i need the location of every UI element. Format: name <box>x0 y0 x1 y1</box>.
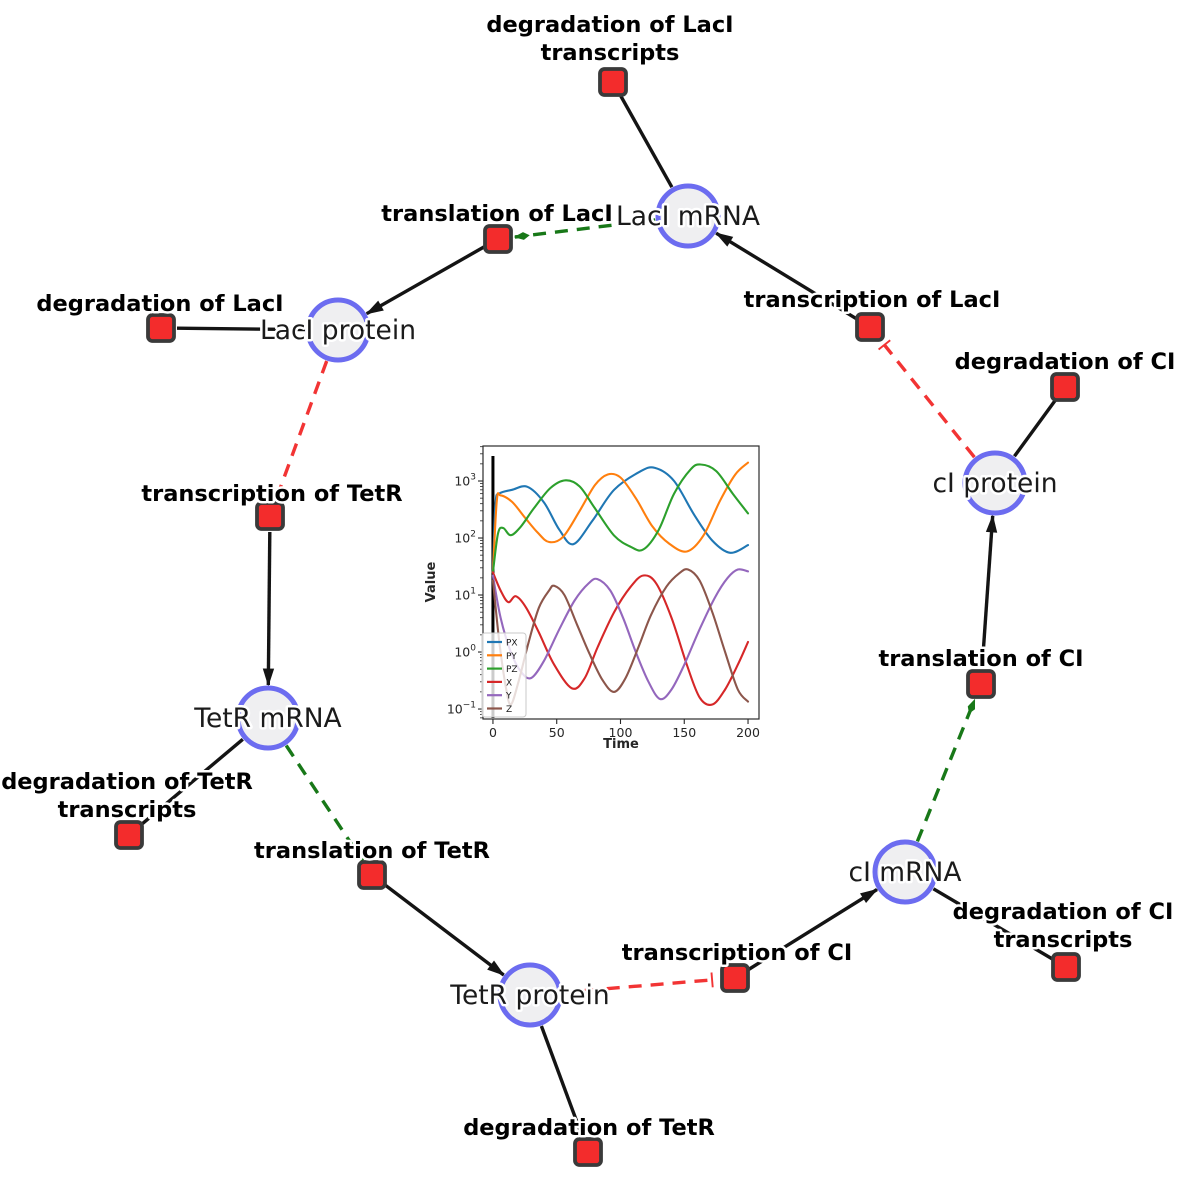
reaction-label-translation_tetr: translation of TetR <box>254 838 490 864</box>
legend-label-X: X <box>506 678 512 688</box>
species-label-laci_protein: LacI protein <box>260 315 416 346</box>
series-PZ <box>491 463 750 574</box>
series-PX <box>491 466 750 574</box>
legend-label-Z: Z <box>506 705 512 715</box>
reaction-node-deg_laci_tx[interactable] <box>598 67 628 97</box>
x-axis-label: Time <box>603 737 639 752</box>
x-tick-label: 50 <box>549 725 565 740</box>
species-label-tetr_mrna: TetR mRNA <box>193 703 341 734</box>
y-tick-label: 103 <box>454 473 476 489</box>
y-tick-label: 10−1 <box>447 701 476 717</box>
edge-inhibitor-laci_protein-transcription_tetr <box>270 360 329 498</box>
reaction-node-deg_tetr_tx[interactable] <box>114 820 144 850</box>
series-Z <box>491 568 750 706</box>
edge-inhibitor-ci_protein-transcription_laci <box>877 339 976 459</box>
x-tick-label: 150 <box>672 725 696 740</box>
reaction-label-deg_tetr_tx: degradation of TetR transcripts <box>1 769 253 823</box>
reaction-label-deg_ci: degradation of CI <box>955 349 1176 375</box>
series-layer <box>491 461 750 706</box>
reaction-node-transcription_laci[interactable] <box>855 312 885 342</box>
edge-reactant-ci_mrna-deg_ci_tx <box>932 887 1054 961</box>
reaction-label-deg_laci_tx: degradation of LacI transcripts <box>486 12 733 66</box>
species-label-laci_mrna: LacI mRNA <box>616 201 760 232</box>
species-label-ci_mrna: cI mRNA <box>849 857 962 888</box>
edge-reactant-laci_protein-deg_laci <box>176 326 306 332</box>
reaction-node-deg_ci[interactable] <box>1050 372 1080 402</box>
reaction-node-translation_ci[interactable] <box>966 669 996 699</box>
edge-product-translation_laci-laci_protein <box>365 245 485 316</box>
legend-label-PX: PX <box>506 639 518 649</box>
legend-box <box>481 632 527 718</box>
axis-ticks: 0 50 100 150 200 10−1 100 101 102 103 <box>447 446 760 740</box>
edge-modifier-laci_mrna-translation_laci <box>513 218 656 240</box>
species-node-laci_mrna[interactable] <box>655 183 721 249</box>
legend: PX PY PZ XYZ <box>481 632 527 718</box>
edge-reactant-ci_protein-deg_ci <box>1013 398 1057 458</box>
reaction-label-translation_ci: translation of CI <box>878 646 1083 672</box>
edge-modifier-ci_mrna-translation_ci <box>915 698 977 843</box>
legend-label-PZ: PZ <box>506 665 518 675</box>
reaction-node-deg_tetr[interactable] <box>573 1137 603 1167</box>
x-tick-label: 200 <box>736 725 760 740</box>
species-node-laci_protein[interactable] <box>305 297 371 363</box>
reaction-node-transcription_tetr[interactable] <box>255 501 285 531</box>
reaction-label-translation_laci: translation of LacI <box>381 201 612 227</box>
edge-product-transcription_ci-ci_mrna <box>747 888 879 971</box>
species-label-tetr_protein: TetR protein <box>449 980 609 1011</box>
series-X <box>491 571 750 706</box>
y-axis-label: Value <box>425 561 439 602</box>
x-tick-label: 0 <box>489 725 497 740</box>
edge-reactant-laci_mrna-deg_laci_tx <box>619 95 674 189</box>
edge-product-translation_ci-ci_protein <box>980 514 998 669</box>
edges-layer <box>140 95 1057 1138</box>
reaction-label-transcription_laci: transcription of LacI <box>744 287 1001 313</box>
species-node-ci_mrna[interactable] <box>872 839 938 905</box>
inset-chart: 0 50 100 150 200 10−1 100 101 102 103 PX PY PZ XYZ Ti… <box>425 445 760 752</box>
species-node-tetr_protein[interactable] <box>497 962 563 1028</box>
y-tick-label: 100 <box>454 644 476 660</box>
labels-layer: degradation of LacI transcripts translatio… <box>0 10 1178 1144</box>
edge-inhibitor-tetr_protein-transcription_ci <box>562 972 714 994</box>
reaction-node-deg_laci[interactable] <box>146 313 176 343</box>
plot-frame <box>482 445 760 720</box>
reaction-node-translation_laci[interactable] <box>483 224 513 254</box>
reaction-label-deg_laci: degradation of LacI <box>36 291 283 317</box>
legend-label-PY: PY <box>506 652 517 662</box>
species-label-ci_protein: cI protein <box>932 468 1057 499</box>
reaction-label-transcription_tetr: transcription of TetR <box>141 481 402 507</box>
reaction-label-deg_ci_tx: degradation of CI transcripts <box>953 899 1174 953</box>
reaction-node-deg_ci_tx[interactable] <box>1051 952 1081 982</box>
series-PY <box>491 461 750 574</box>
species-node-ci_protein[interactable] <box>962 450 1028 516</box>
y-tick-label: 101 <box>454 587 476 603</box>
species-node-tetr_mrna[interactable] <box>235 685 301 751</box>
simulation-plot: 0 50 100 150 200 10−1 100 101 102 103 PX PY PZ X Y Z Ti… <box>425 428 775 773</box>
edge-product-translation_tetr-tetr_protein <box>383 883 505 977</box>
reaction-label-transcription_ci: transcription of CI <box>622 940 852 966</box>
legend-label-Y: Y <box>505 692 512 702</box>
y-tick-label: 102 <box>454 530 476 546</box>
edge-modifier-tetr_mrna-translation_tetr <box>284 744 365 862</box>
edge-reactant-tetr_protein-deg_tetr <box>539 1025 585 1138</box>
reaction-label-deg_tetr: degradation of TetR <box>463 1115 715 1141</box>
edge-product-transcription_laci-laci_mrna <box>714 231 858 321</box>
edge-reactant-tetr_mrna-deg_tetr_tx <box>140 737 244 827</box>
x-tick-label: 100 <box>609 725 633 740</box>
reaction-node-transcription_ci[interactable] <box>720 963 750 993</box>
edge-product-transcription_tetr-tetr_mrna <box>262 531 275 687</box>
reaction-node-translation_tetr[interactable] <box>357 860 387 890</box>
nodes-layer <box>114 67 1081 1167</box>
